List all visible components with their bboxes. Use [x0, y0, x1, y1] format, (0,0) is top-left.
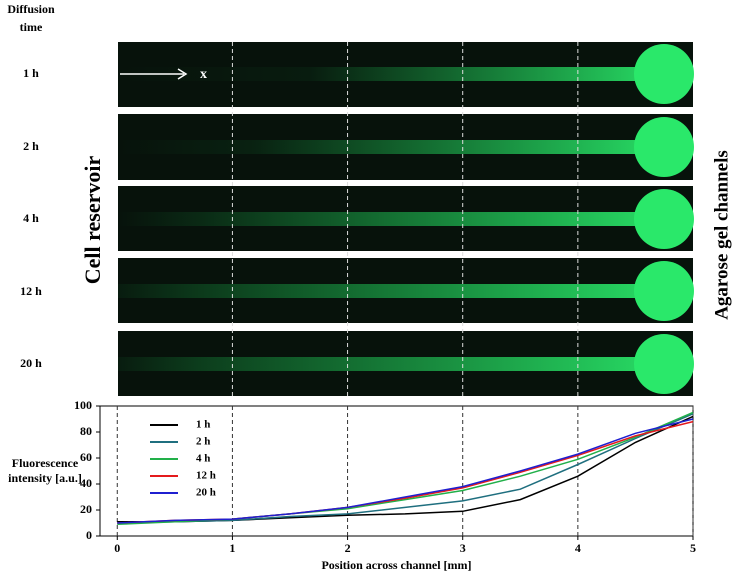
x-tick-label: 3: [460, 541, 466, 555]
legend-label: 1 h: [196, 419, 210, 431]
left-label: Cell reservoir: [80, 156, 105, 285]
y-tick-label: 100: [74, 398, 92, 412]
series-line: [117, 413, 694, 524]
x-tick-label: 0: [114, 541, 120, 555]
right-label: Agarose gel channels: [711, 150, 732, 320]
header-line: time: [20, 20, 43, 34]
y-tick-label: 0: [86, 528, 92, 542]
row-label: 20 h: [20, 356, 42, 370]
legend-label: 2 h: [196, 436, 210, 448]
row-label: 1 h: [23, 66, 39, 80]
x-tick-label: 1: [229, 541, 235, 555]
plot-frame: [99, 405, 694, 537]
panel: [118, 331, 694, 396]
y-tick-label: 80: [80, 424, 92, 438]
row-label: 12 h: [20, 284, 42, 298]
x-tick-label: 5: [690, 541, 696, 555]
y-tick-label: 40: [80, 476, 92, 490]
row-label: 4 h: [23, 211, 39, 225]
panel: [118, 42, 694, 107]
panel: [118, 258, 694, 323]
legend-label: 20 h: [196, 487, 216, 499]
micrographs: [118, 42, 694, 396]
x-tick-label: 4: [575, 541, 581, 555]
x-tick-label: 2: [345, 541, 351, 555]
panel: [118, 186, 694, 251]
y-axis-label: intensity [a.u.]: [8, 471, 82, 485]
legend-label: 4 h: [196, 453, 210, 465]
header-line: Diffusion: [7, 2, 55, 16]
row-label: 2 h: [23, 139, 39, 153]
panel: [118, 114, 694, 180]
y-axis-label: Fluorescence: [12, 456, 79, 470]
y-tick-label: 20: [80, 502, 92, 516]
series-line: [117, 418, 694, 524]
y-tick-label: 60: [80, 450, 92, 464]
direction-arrow: [120, 68, 188, 80]
legend-label: 12 h: [196, 470, 216, 482]
arrow-label: x: [200, 67, 207, 82]
x-axis-label: Position across channel [mm]: [321, 558, 471, 572]
